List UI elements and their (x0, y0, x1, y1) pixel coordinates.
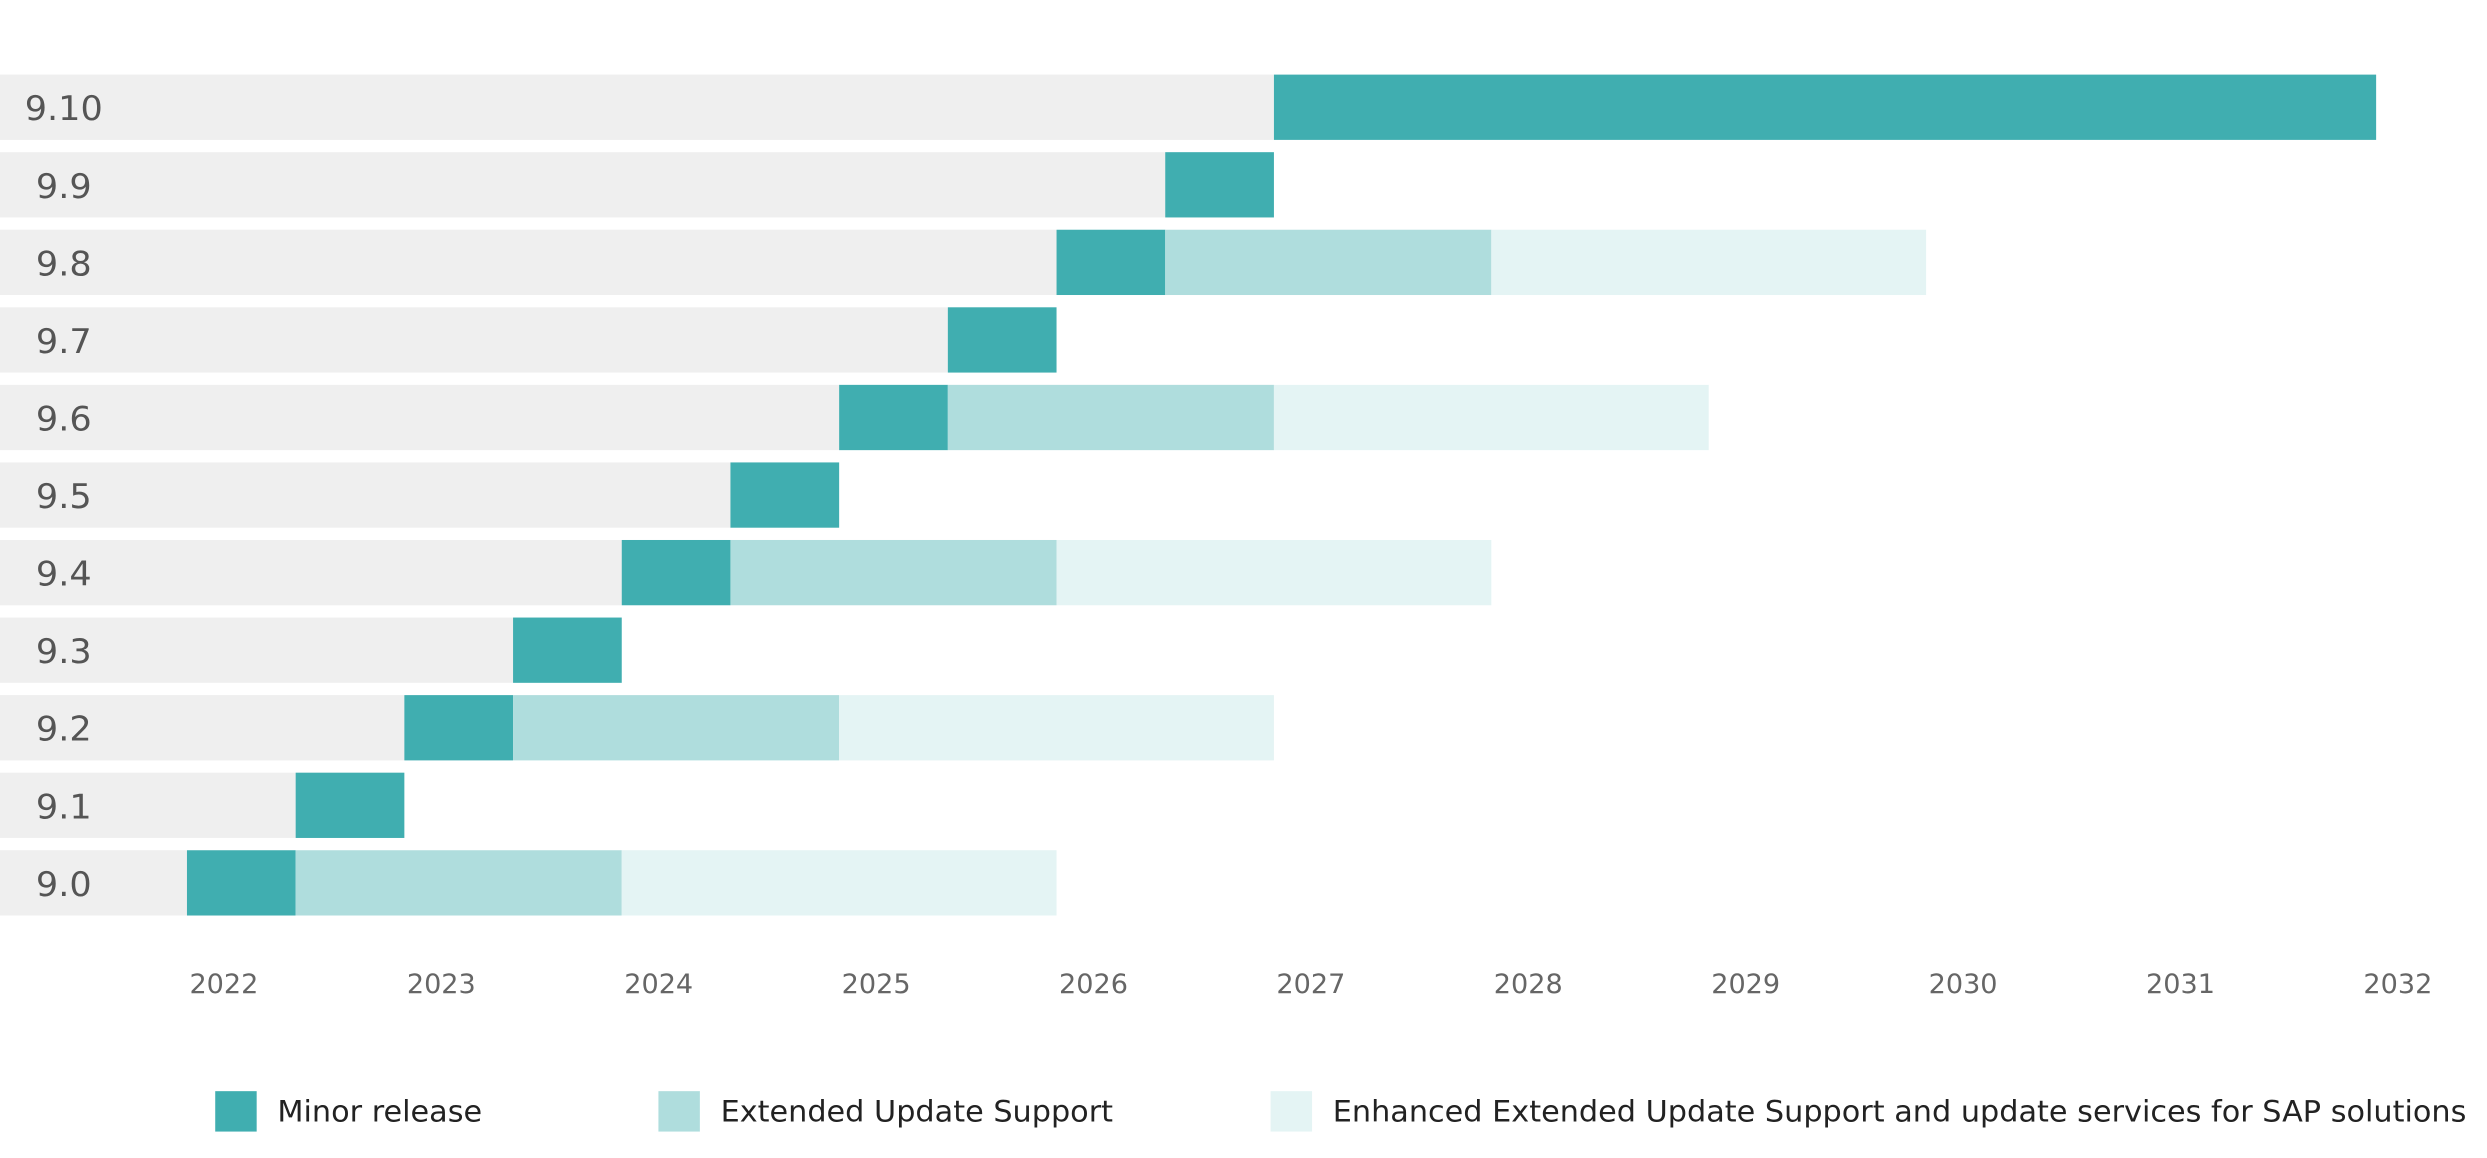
legend-label: Extended Update Support (721, 1095, 1114, 1130)
range-bar (947, 307, 1057, 373)
row-background (0, 617, 514, 683)
x-tick-label: 2027 (1276, 969, 1345, 1000)
row-label: 9.9 (36, 167, 92, 206)
legend-swatch (658, 1091, 700, 1132)
range-bar (513, 695, 840, 761)
legend-label: Enhanced Extended Update Support and upd… (1333, 1095, 2467, 1130)
x-tick-label: 2023 (407, 969, 476, 1000)
range-bar (513, 617, 622, 683)
row-label: 9.4 (36, 555, 92, 594)
range-bar (186, 850, 296, 916)
row-label: 9.3 (36, 633, 92, 672)
row-background (0, 384, 840, 451)
row-label: 9.2 (36, 710, 92, 749)
range-bar (947, 384, 1274, 451)
x-tick-label: 2032 (2363, 969, 2432, 1000)
row-label: 9.1 (36, 788, 92, 827)
range-bar (404, 695, 514, 761)
x-tick-label: 2026 (1059, 969, 1128, 1000)
row-background (0, 74, 1274, 140)
row-background (0, 850, 187, 916)
range-bar (1273, 74, 2377, 140)
range-bar (1491, 229, 1927, 296)
range-bar (621, 850, 1057, 916)
legend-label: Minor release (277, 1095, 482, 1130)
x-tick-label: 2030 (1929, 969, 1998, 1000)
range-bar (730, 539, 1057, 606)
range-bar (1165, 152, 1274, 218)
x-tick-label: 2029 (1711, 969, 1780, 1000)
range-bar (1165, 229, 1492, 296)
x-tick-label: 2028 (1494, 969, 1563, 1000)
x-tick-label: 2024 (624, 969, 693, 1000)
row-background (0, 229, 1057, 296)
range-bar (1056, 229, 1166, 296)
range-bar (295, 850, 622, 916)
x-tick-label: 2031 (2146, 969, 2215, 1000)
row-label: 9.10 (25, 90, 103, 129)
row-label: 9.0 (36, 865, 92, 904)
x-tick-label: 2025 (842, 969, 911, 1000)
range-bar (295, 772, 405, 838)
row-background (0, 307, 948, 373)
range-bar (1056, 539, 1492, 606)
row-background (0, 772, 296, 838)
legend-swatch (215, 1091, 257, 1132)
row-background (0, 695, 405, 761)
legend-swatch (1270, 1091, 1313, 1132)
row-background (0, 539, 622, 606)
range-bar (621, 539, 731, 606)
row-label: 9.8 (36, 245, 92, 284)
row-label: 9.5 (36, 477, 92, 516)
row-label: 9.7 (36, 322, 92, 361)
range-bar (1273, 384, 1709, 451)
range-bar (730, 462, 840, 528)
row-background (0, 462, 731, 528)
row-label: 9.6 (36, 400, 92, 439)
row-background (0, 152, 1166, 218)
x-tick-label: 2022 (189, 969, 258, 1000)
range-bar (839, 695, 1274, 761)
range-bar (839, 384, 948, 451)
